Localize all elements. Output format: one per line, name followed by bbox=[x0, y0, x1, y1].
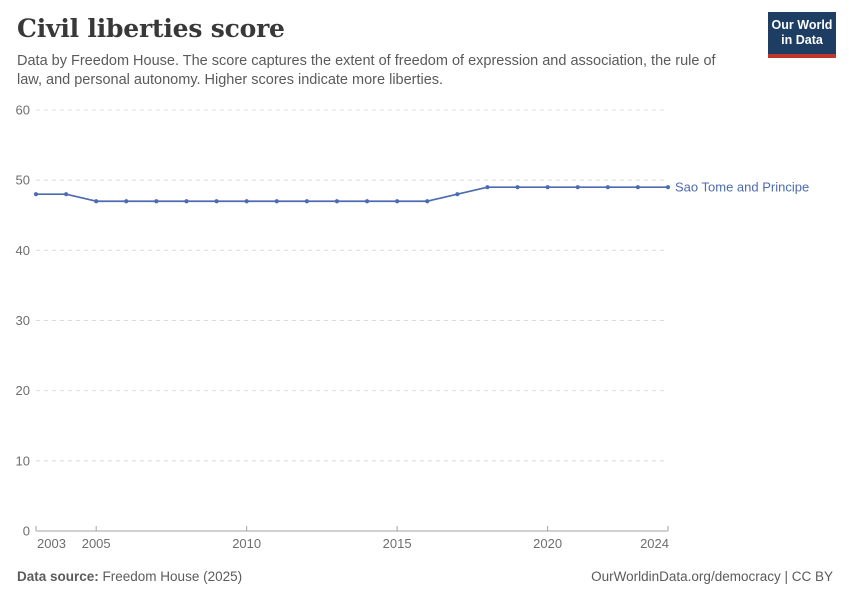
data-point bbox=[364, 199, 370, 204]
data-point bbox=[94, 199, 99, 204]
y-axis-tick-label: 60 bbox=[16, 103, 30, 118]
data-point bbox=[334, 199, 340, 204]
x-axis-tick-label: 2005 bbox=[82, 536, 111, 551]
data-point bbox=[515, 185, 520, 190]
data-source-value: Freedom House (2025) bbox=[98, 569, 243, 584]
data-source-note: Data source: Freedom House (2025) bbox=[17, 569, 242, 584]
series-label: Sao Tome and Principe bbox=[675, 180, 809, 195]
owid-logo-line2: in Data bbox=[781, 33, 823, 48]
y-axis-tick-label: 50 bbox=[16, 173, 30, 188]
attribution-separator: | bbox=[780, 569, 792, 584]
y-axis-tick-label: 10 bbox=[16, 453, 30, 468]
chart-subtitle: Data by Freedom House. The score capture… bbox=[17, 53, 716, 89]
y-axis-tick-label: 40 bbox=[16, 243, 30, 258]
y-axis-tick-label: 30 bbox=[16, 313, 30, 328]
data-point bbox=[425, 199, 430, 204]
x-axis-tick-label: 2003 bbox=[37, 536, 66, 551]
data-point bbox=[63, 192, 69, 197]
x-axis-tick-label: 2024 bbox=[640, 536, 669, 551]
data-line bbox=[35, 186, 669, 203]
page-title: Civil liberties score bbox=[17, 14, 285, 43]
y-axis-tick-label: 0 bbox=[23, 524, 30, 539]
data-point bbox=[33, 192, 39, 197]
data-point bbox=[665, 185, 671, 190]
data-point bbox=[485, 185, 490, 190]
owid-logo-line1: Our World bbox=[771, 18, 833, 32]
x-axis-tick-label: 2010 bbox=[232, 536, 261, 551]
x-axis-tick-label: 2015 bbox=[383, 536, 412, 551]
y-axis-tick-label: 20 bbox=[16, 383, 30, 398]
owid-logo[interactable]: Our World in Data bbox=[768, 12, 836, 58]
data-point bbox=[274, 199, 279, 204]
data-point bbox=[304, 199, 309, 204]
data-point bbox=[605, 185, 610, 190]
owid-url-link[interactable]: OurWorldinData.org/democracy bbox=[591, 569, 781, 584]
data-point bbox=[575, 185, 580, 190]
data-point bbox=[635, 185, 641, 190]
data-point bbox=[455, 192, 460, 197]
data-point bbox=[244, 199, 249, 204]
data-point bbox=[184, 199, 189, 204]
license-label: CC BY bbox=[791, 569, 833, 584]
data-point bbox=[545, 185, 550, 190]
data-point bbox=[395, 199, 400, 204]
data-point bbox=[214, 199, 219, 204]
data-point bbox=[154, 199, 159, 204]
x-axis-tick-label: 2020 bbox=[533, 536, 562, 551]
data-point bbox=[124, 199, 129, 204]
data-source-label: Data source: bbox=[17, 569, 99, 584]
attribution-note: OurWorldinData.org/democracy | CC BY bbox=[591, 569, 833, 584]
